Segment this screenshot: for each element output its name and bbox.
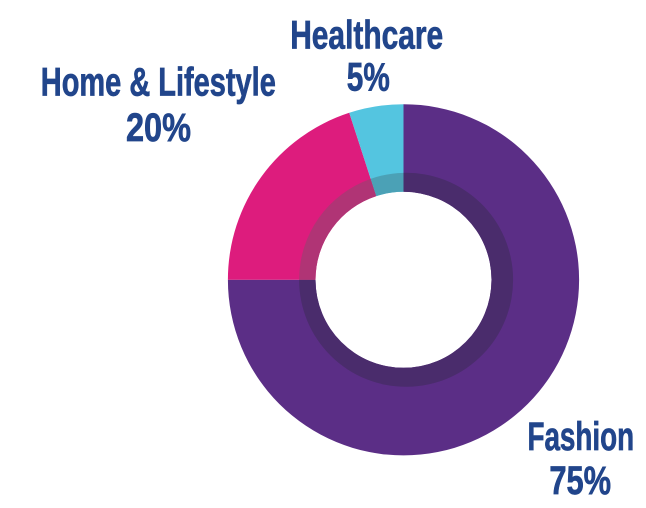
svg-text:20%: 20%: [126, 106, 191, 150]
svg-text:Healthcare: Healthcare: [290, 14, 443, 58]
svg-text:Home & Lifestyle: Home & Lifestyle: [41, 61, 276, 105]
svg-text:Fashion: Fashion: [527, 415, 634, 459]
svg-text:75%: 75%: [549, 459, 611, 503]
svg-text:5%: 5%: [347, 56, 390, 100]
